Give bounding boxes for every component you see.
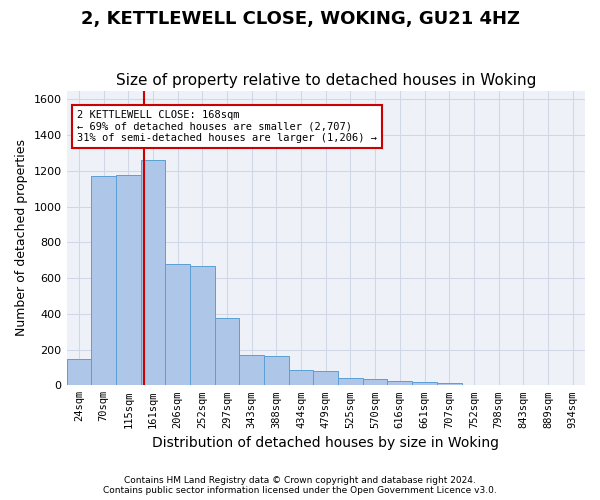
- X-axis label: Distribution of detached houses by size in Woking: Distribution of detached houses by size …: [152, 436, 499, 450]
- Text: 2 KETTLEWELL CLOSE: 168sqm
← 69% of detached houses are smaller (2,707)
31% of s: 2 KETTLEWELL CLOSE: 168sqm ← 69% of deta…: [77, 110, 377, 143]
- Title: Size of property relative to detached houses in Woking: Size of property relative to detached ho…: [116, 73, 536, 88]
- Text: 2, KETTLEWELL CLOSE, WOKING, GU21 4HZ: 2, KETTLEWELL CLOSE, WOKING, GU21 4HZ: [80, 10, 520, 28]
- Bar: [215, 318, 239, 386]
- Text: Contains HM Land Registry data © Crown copyright and database right 2024.
Contai: Contains HM Land Registry data © Crown c…: [103, 476, 497, 495]
- Bar: [412, 382, 437, 386]
- Bar: [289, 370, 313, 386]
- Bar: [363, 379, 388, 386]
- Bar: [264, 356, 289, 386]
- Bar: [239, 355, 264, 386]
- Y-axis label: Number of detached properties: Number of detached properties: [15, 140, 28, 336]
- Bar: [338, 378, 363, 386]
- Bar: [67, 358, 91, 386]
- Bar: [91, 176, 116, 386]
- Bar: [313, 371, 338, 386]
- Bar: [190, 266, 215, 386]
- Bar: [437, 382, 461, 386]
- Bar: [116, 176, 140, 386]
- Bar: [140, 160, 165, 386]
- Bar: [388, 382, 412, 386]
- Bar: [165, 264, 190, 386]
